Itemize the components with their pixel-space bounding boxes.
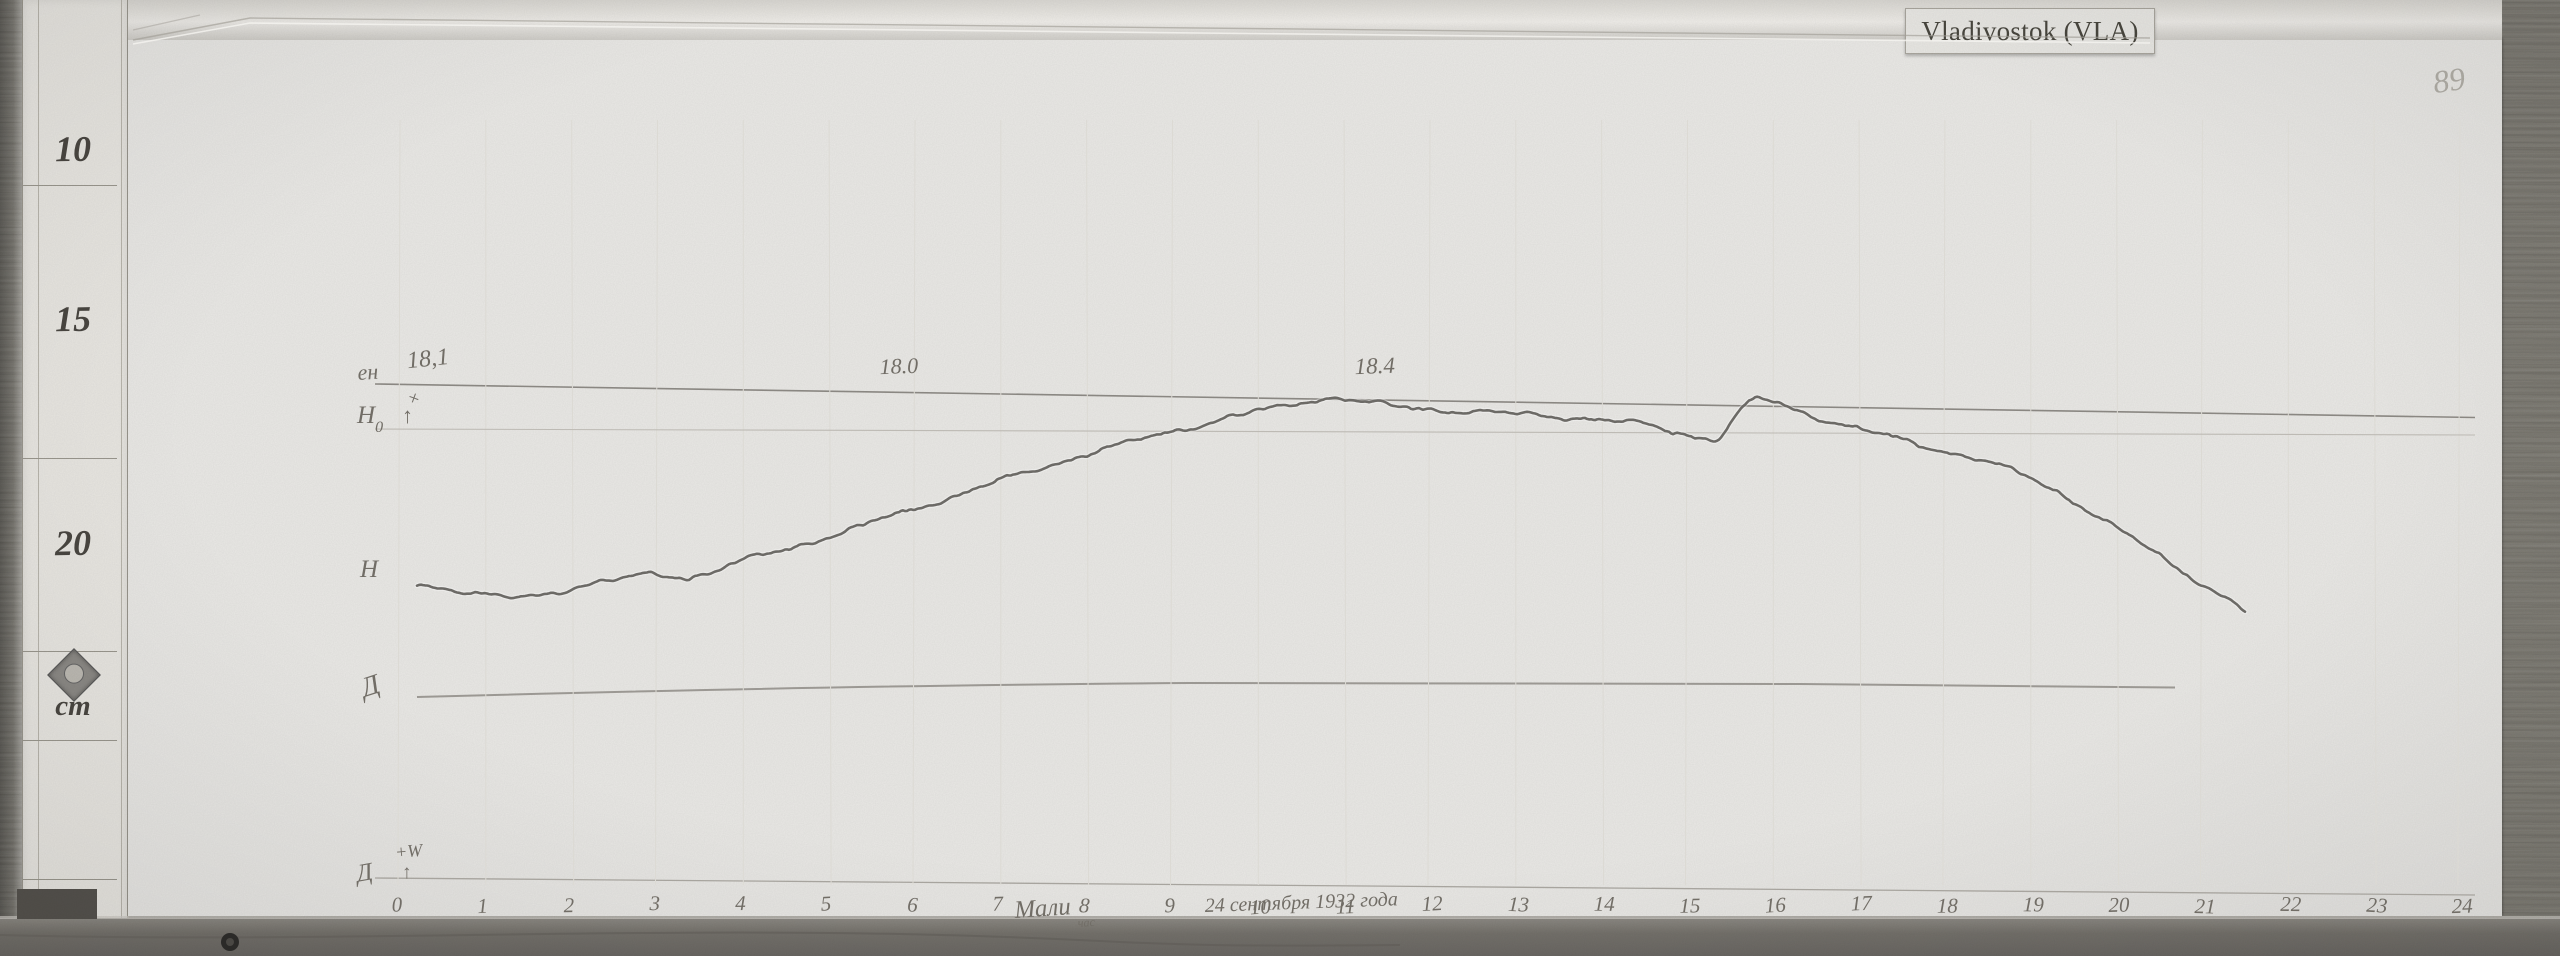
svg-text:Мали: Мали xyxy=(1013,893,1072,924)
svg-text:H: H xyxy=(359,556,380,583)
svg-text:+W: +W xyxy=(394,840,425,862)
svg-text:↑: ↑ xyxy=(402,403,413,428)
svg-text:9: 9 xyxy=(1164,893,1175,917)
svg-text:18.4: 18.4 xyxy=(1354,353,1395,379)
svg-text:Д: Д xyxy=(354,668,385,705)
svg-text:18.0: 18.0 xyxy=(879,353,918,379)
svg-text:13: 13 xyxy=(1508,892,1530,917)
svg-text:1: 1 xyxy=(477,893,489,918)
svg-text:8: 8 xyxy=(1078,893,1090,918)
svg-text:15: 15 xyxy=(1679,893,1700,917)
svg-text:5: 5 xyxy=(820,891,832,916)
svg-text:19: 19 xyxy=(2023,892,2045,916)
svg-text:H0: H0 xyxy=(356,402,383,436)
svg-text:2: 2 xyxy=(563,893,574,917)
svg-text:24: 24 xyxy=(2451,894,2473,919)
svg-text:0: 0 xyxy=(391,892,403,917)
svg-text:18,1: 18,1 xyxy=(406,344,450,374)
svg-text:24 сентября 1932 года: 24 сентября 1932 года xyxy=(1204,888,1398,917)
svg-text:21: 21 xyxy=(2194,894,2216,919)
svg-text:23: 23 xyxy=(2366,893,2388,918)
svg-text:17: 17 xyxy=(1850,891,1873,916)
svg-text:16: 16 xyxy=(1764,892,1787,917)
svg-text:20: 20 xyxy=(2108,892,2130,917)
svg-text:12: 12 xyxy=(1421,891,1444,916)
svg-text:7: 7 xyxy=(992,891,1005,915)
svg-text:6: 6 xyxy=(907,892,919,916)
svg-text:14: 14 xyxy=(1594,892,1616,916)
svg-text:18: 18 xyxy=(1937,894,1959,918)
svg-text:↑: ↑ xyxy=(402,862,412,883)
svg-text:час: час xyxy=(1077,915,1096,930)
svg-text:Д: Д xyxy=(352,858,376,888)
svg-text:3: 3 xyxy=(648,891,660,915)
svg-text:ен: ен xyxy=(357,359,379,385)
svg-text:4: 4 xyxy=(735,891,746,915)
svg-text:22: 22 xyxy=(2280,892,2302,916)
